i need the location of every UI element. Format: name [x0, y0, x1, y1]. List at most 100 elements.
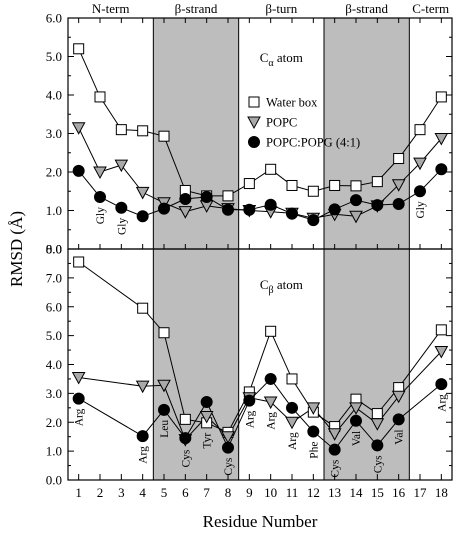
data-point-square: [243, 178, 255, 190]
panel-bottom: 0.0 1.0 2.0 3.0 4.0 5.0 6.0 7.0 8.0 Arg Arg Leu Cys T…: [46, 242, 452, 488]
legend-label: POPC:POPG (4:1): [266, 136, 360, 150]
residue-label: Phe: [308, 441, 320, 458]
data-point-circle: [264, 372, 277, 385]
y-tick-label: 7.0: [46, 270, 62, 285]
residue-label: Arg: [287, 432, 299, 450]
legend-marker-triangle: [247, 116, 261, 130]
data-point-circle: [435, 378, 448, 391]
data-point-triangle: [157, 379, 171, 393]
data-point-circle: [307, 425, 320, 438]
data-point-triangle: [349, 210, 363, 224]
data-point-circle: [435, 163, 448, 176]
residue-label: Leu: [159, 420, 171, 438]
data-point-square: [94, 91, 106, 103]
bottom-panel-frame: [67, 248, 453, 481]
data-point-circle: [414, 185, 426, 198]
data-point-triangle: [327, 428, 342, 441]
x-tick-label: 6: [182, 485, 189, 500]
data-point-triangle: [93, 166, 107, 180]
data-point-square: [307, 185, 319, 197]
y-tick-label: 1.0: [46, 203, 62, 218]
data-point-triangle: [263, 396, 278, 410]
data-point-circle: [158, 403, 170, 416]
residue-label: Cys: [330, 459, 342, 477]
x-tick-label: 3: [118, 485, 125, 500]
data-point-triangle: [391, 179, 406, 192]
data-point-triangle: [391, 390, 406, 404]
residue-label: Arg: [138, 446, 150, 464]
y-tick-label: 3.0: [46, 386, 62, 401]
region-label-3: β-strand: [345, 1, 388, 16]
data-point-square: [286, 179, 298, 191]
data-point-square: [158, 130, 170, 142]
residue-label: Tyr: [202, 433, 214, 449]
data-point-circle: [72, 164, 85, 177]
y-tick-label: 2.0: [46, 165, 62, 180]
x-tick-label: 10: [264, 485, 277, 500]
data-point-circle: [243, 203, 256, 216]
residue-label: Cys: [180, 449, 192, 467]
residue-label: Val: [394, 429, 406, 444]
data-point-triangle: [370, 418, 385, 431]
residue-label: Val: [351, 431, 363, 446]
x-tick-label: 14: [350, 485, 364, 500]
data-point-circle: [392, 197, 405, 210]
x-tick-label: 16: [392, 485, 406, 500]
data-point-triangle: [71, 122, 86, 135]
data-point-square: [137, 302, 149, 314]
data-point-square: [222, 190, 234, 202]
data-point-circle: [371, 199, 384, 212]
data-point-square: [435, 91, 447, 103]
data-point-circle: [222, 203, 234, 216]
data-point-triangle: [434, 133, 449, 146]
residue-label: Arg: [244, 410, 256, 428]
y-tick-label: 4.0: [46, 88, 62, 103]
data-point-triangle: [434, 346, 449, 359]
residue-label: Arg: [74, 408, 86, 426]
x-axis-title: Residue Number: [203, 512, 318, 531]
data-point-triangle: [114, 159, 129, 173]
x-tick-label: 15: [371, 485, 384, 500]
x-tick-label: 11: [286, 485, 299, 500]
data-point-square: [414, 124, 426, 136]
residue-label: Arg: [266, 412, 278, 430]
legend-marker-square: [248, 96, 260, 108]
region-label-4: C-term: [412, 1, 449, 16]
data-point-circle: [200, 191, 213, 204]
y-axis-title: RMSD (Å): [7, 211, 26, 287]
atom-label: Cα atom: [260, 50, 303, 69]
data-point-triangle: [285, 416, 299, 430]
data-point-circle: [286, 207, 298, 220]
y-tick-label: 6.0: [46, 11, 62, 26]
y-tick-label: 5.0: [46, 328, 62, 343]
data-point-square: [137, 125, 149, 137]
y-tick-label: 5.0: [46, 49, 62, 64]
legend-label: Water box: [266, 96, 318, 110]
y-tick-label: 4.0: [46, 357, 62, 372]
data-point-square: [73, 43, 85, 55]
y-tick-label: 8.0: [46, 242, 62, 257]
data-point-square: [371, 408, 383, 420]
x-tick-label: 4: [139, 485, 146, 500]
atom-label: Cβ atom: [260, 277, 303, 296]
data-point-circle: [222, 441, 234, 454]
legend-marker-circle: [248, 136, 260, 148]
x-tick-label: 7: [203, 485, 210, 500]
region-label-2: β-turn: [265, 1, 297, 16]
data-point-circle: [392, 413, 405, 426]
data-point-circle: [179, 432, 192, 445]
data-point-square: [179, 413, 191, 425]
data-point-circle: [286, 401, 298, 414]
data-point-circle: [307, 214, 320, 227]
y-tick-label: 2.0: [46, 415, 62, 430]
data-point-circle: [371, 439, 384, 452]
data-point-square: [115, 124, 127, 136]
data-point-circle: [200, 396, 213, 409]
data-point-triangle: [135, 380, 150, 394]
residue-label: Gly: [95, 207, 107, 225]
data-point-circle: [350, 414, 362, 427]
panel-top: 0.0 1.0 2.0 3.0 4.0 5.0 6.0 Gly Gly Gly Cα atom: [46, 11, 452, 257]
region-label-0: N-term: [92, 1, 130, 16]
data-point-triangle: [221, 431, 235, 444]
data-point-triangle: [306, 402, 321, 415]
